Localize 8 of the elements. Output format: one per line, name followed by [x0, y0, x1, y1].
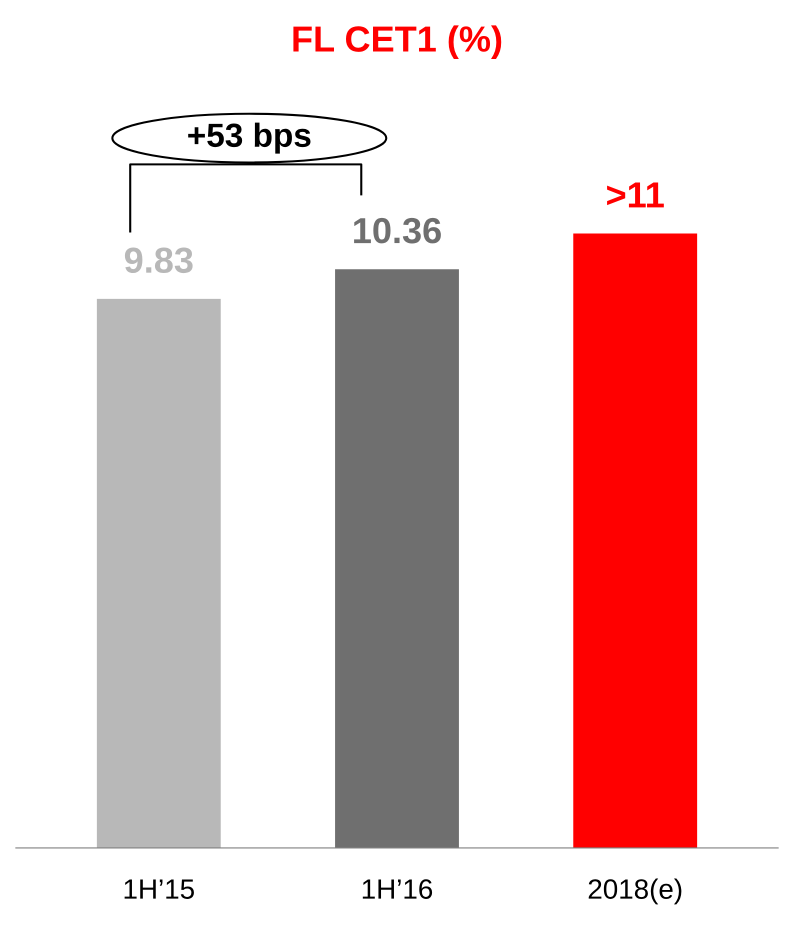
chart-title: FL CET1 (%) — [293, 25, 502, 59]
data-label: 9.83 — [124, 247, 193, 274]
data-label: 10.36 — [354, 218, 441, 244]
x-tick-label: 2018(e) — [588, 878, 682, 904]
x-tick-label: 1H’15 — [124, 880, 194, 899]
x-tick-label: 1H’16 — [362, 879, 432, 899]
text: +53 bps — [188, 122, 310, 154]
data-label: >11 — [607, 182, 664, 208]
